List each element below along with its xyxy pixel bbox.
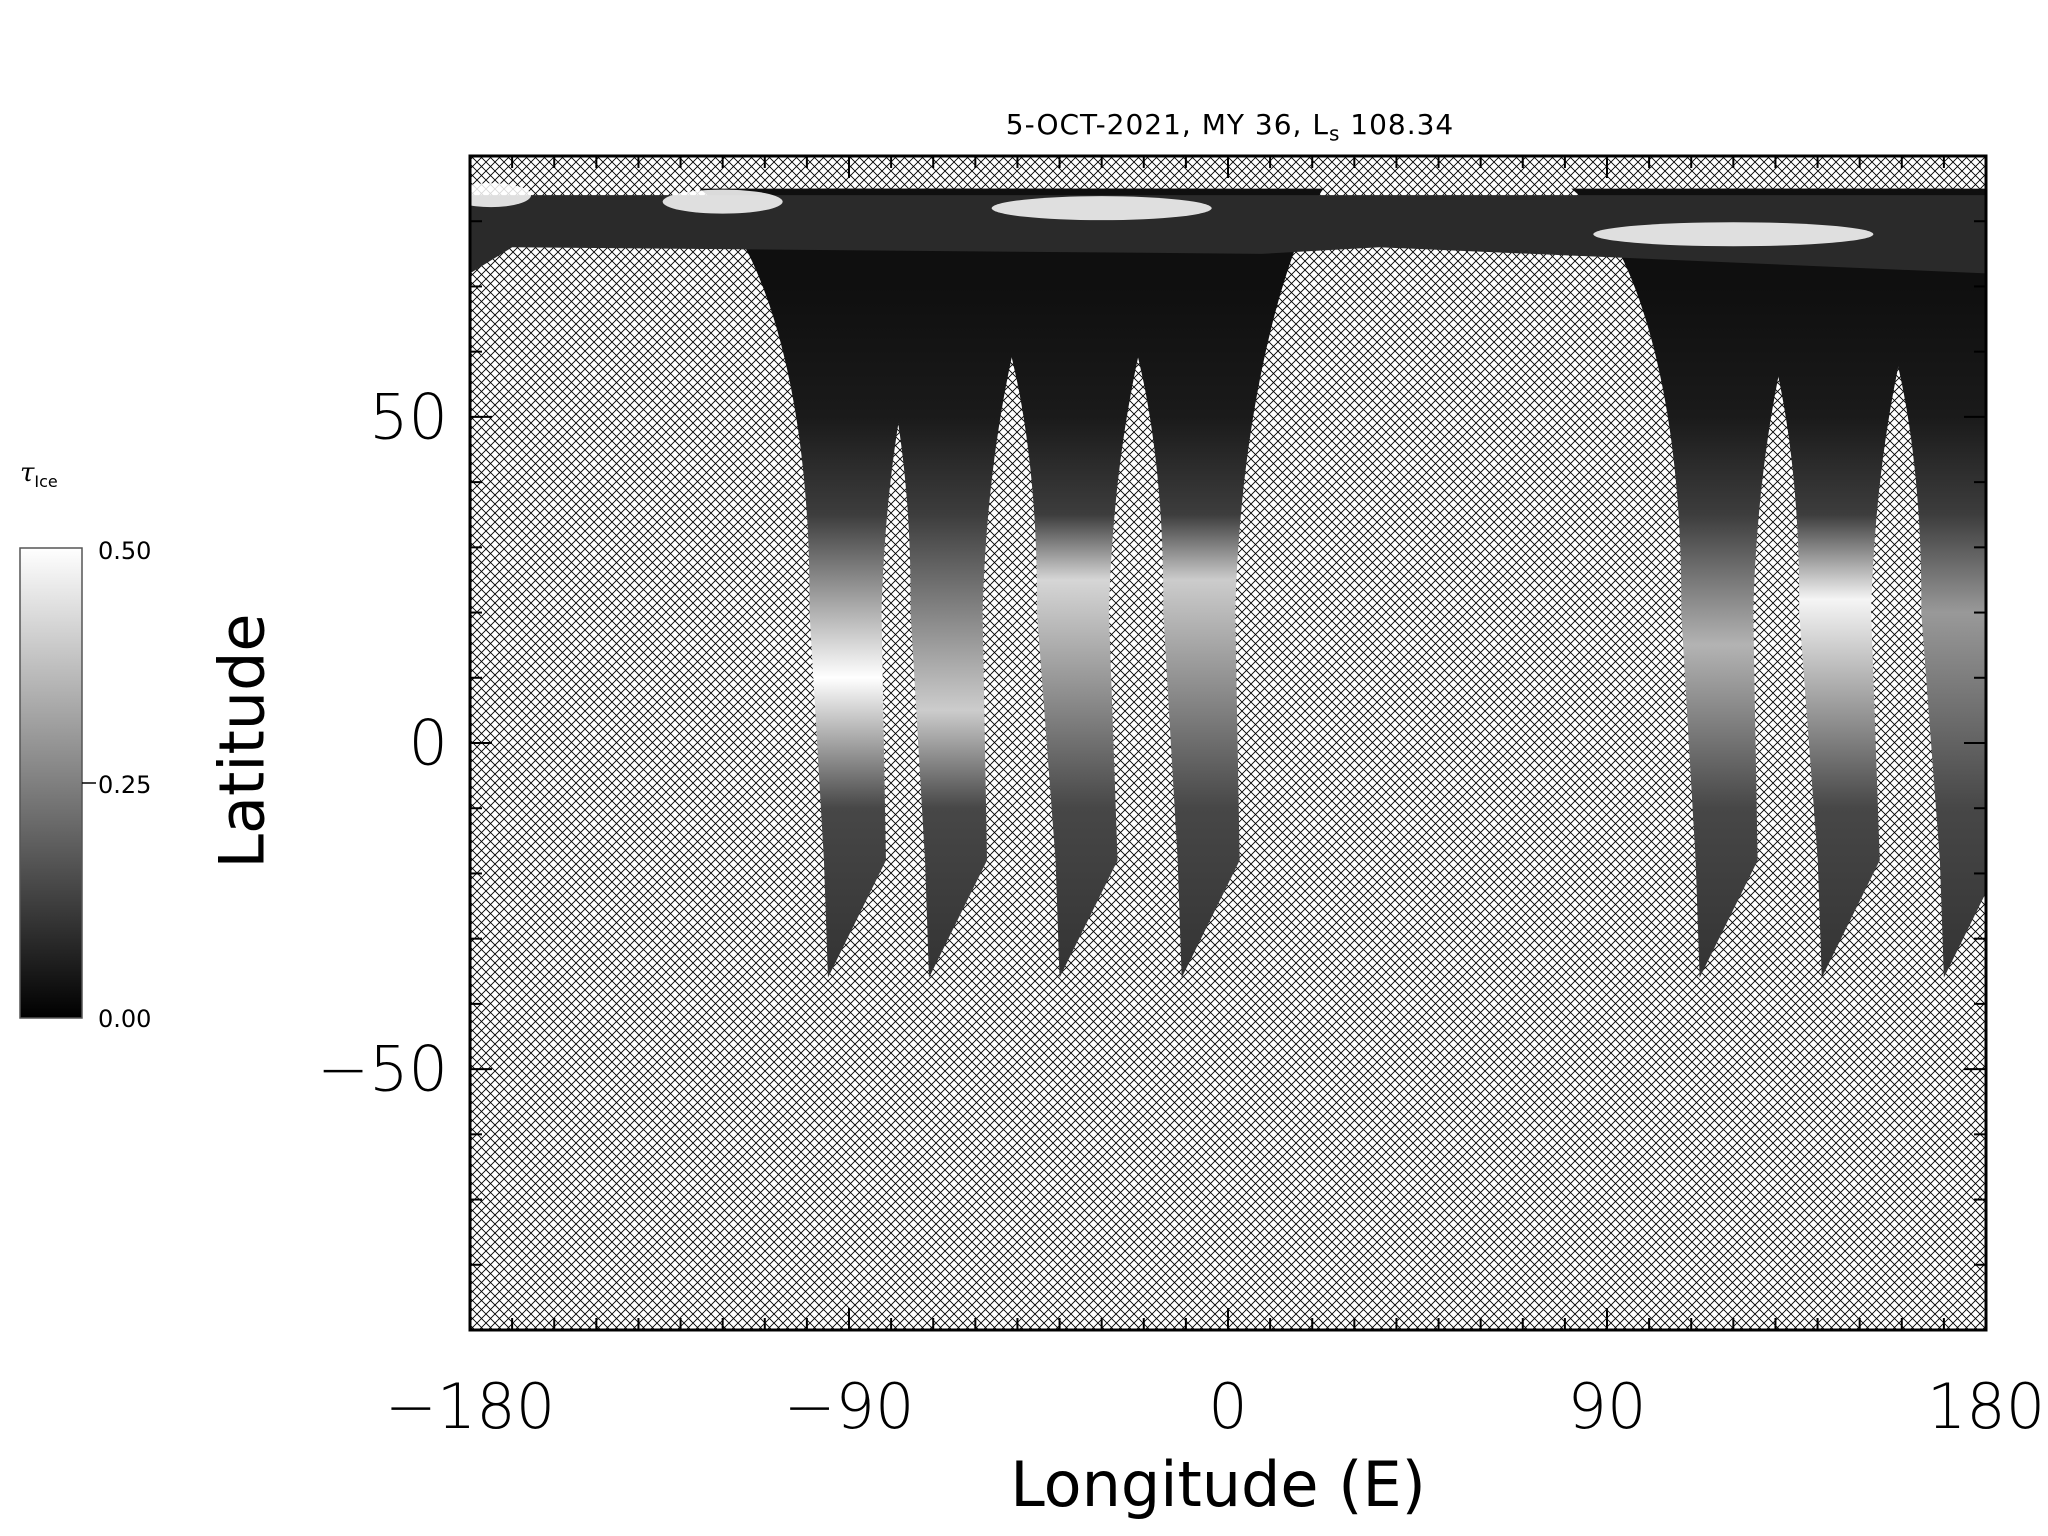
x-tick-label: 0 — [1208, 1370, 1248, 1443]
y-tick-label: 50 — [369, 380, 448, 454]
polar-ice-patch — [1593, 222, 1874, 247]
chart-title: 5-OCT-2021, MY 36, Ls 108.34 — [1005, 108, 1455, 146]
y-tick-label: −50 — [317, 1032, 448, 1106]
orbit-swath — [1689, 188, 1960, 978]
x-tick-label: −90 — [783, 1370, 915, 1443]
y-tick-label: 0 — [408, 706, 448, 780]
y-axis-label: Latitude — [205, 613, 279, 869]
orbit-swath — [1571, 188, 1842, 978]
polar-ice-patch — [991, 196, 1212, 221]
colorbar-title: τIce — [20, 458, 58, 492]
colorbar — [19, 547, 96, 1019]
colorbar-tick-label: 0.00 — [98, 1005, 152, 1033]
x-tick-label: 90 — [1567, 1370, 1647, 1443]
colorbar-tick-label: 0.25 — [98, 771, 152, 799]
x-axis-label: Longitude (E) — [1010, 1448, 1426, 1521]
orbit-swath — [1811, 188, 1986, 978]
x-tick-label: −180 — [384, 1370, 556, 1443]
orbit-swath — [800, 188, 1071, 978]
colorbar-tick-label: 0.50 — [98, 537, 152, 565]
polar-ice-patch — [470, 183, 532, 208]
north-polar-region — [470, 195, 1986, 274]
x-tick-label: 180 — [1926, 1370, 2046, 1443]
polar-ice-patch — [662, 189, 783, 214]
orbit-swath — [926, 188, 1197, 978]
orbit-swath — [1053, 188, 1324, 978]
